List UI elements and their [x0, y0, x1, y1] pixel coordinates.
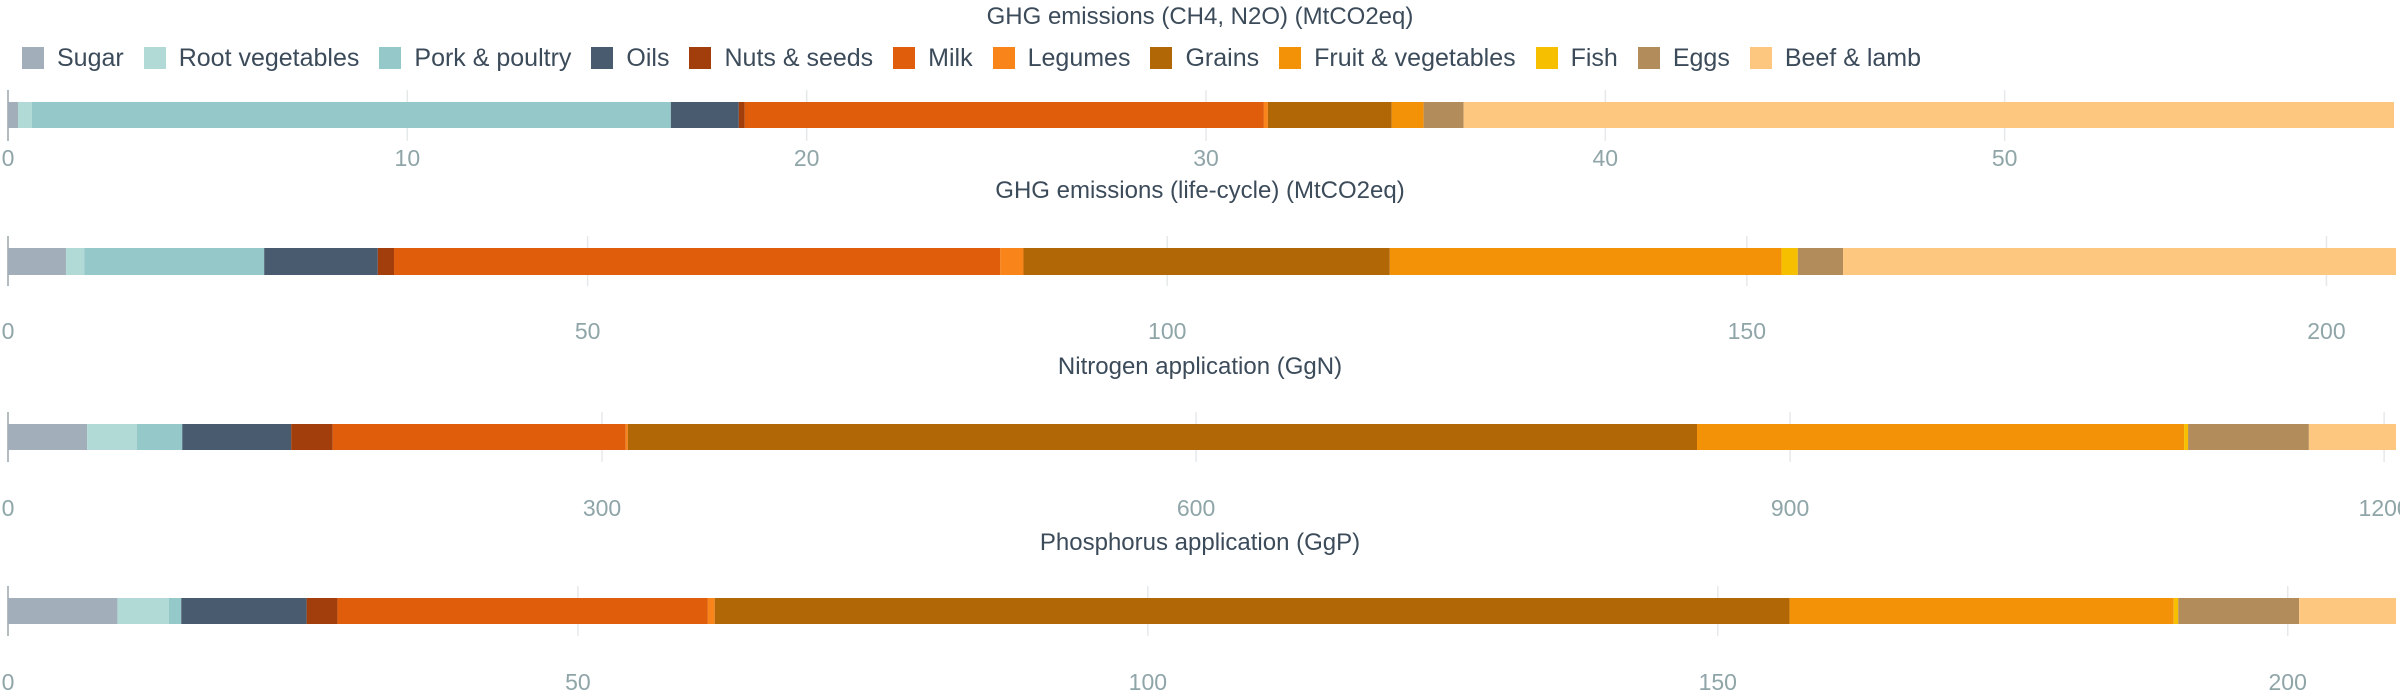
- bar-segment[interactable]: [745, 102, 1264, 128]
- bar-segment[interactable]: [671, 102, 739, 128]
- bar-segment[interactable]: [394, 248, 1000, 275]
- bar-segment[interactable]: [708, 598, 715, 624]
- bar-segment[interactable]: [1790, 598, 2174, 624]
- chart-3: Nitrogen application (GgN) 0 300 600 900 1200: [2, 353, 2400, 521]
- bar-segment[interactable]: [137, 424, 183, 450]
- bar-segment[interactable]: [291, 424, 333, 450]
- tick-label: 1200: [2359, 495, 2400, 521]
- tick-label: 30: [1193, 145, 1219, 171]
- bar-segment[interactable]: [739, 102, 745, 128]
- tick-label: 200: [2269, 669, 2307, 695]
- bar-segment[interactable]: [307, 598, 338, 624]
- bar-segment[interactable]: [87, 424, 137, 450]
- bar-segment[interactable]: [1023, 248, 1389, 275]
- tick-label: 300: [583, 495, 621, 521]
- tick-label: 200: [2307, 318, 2345, 344]
- bar-segment[interactable]: [2309, 424, 2396, 450]
- bar-segment[interactable]: [8, 424, 87, 450]
- bar-segment[interactable]: [2174, 598, 2179, 624]
- bar-segment[interactable]: [85, 248, 265, 275]
- bar-segment[interactable]: [1782, 248, 1798, 275]
- bar-segment[interactable]: [333, 424, 626, 450]
- bar-segment[interactable]: [1264, 102, 1268, 128]
- bar-segment[interactable]: [378, 248, 394, 275]
- bar-segment[interactable]: [1268, 102, 1392, 128]
- bar-segment[interactable]: [1798, 248, 1843, 275]
- bar-segment[interactable]: [182, 424, 291, 450]
- bar-segment[interactable]: [626, 424, 628, 450]
- tick-label: 150: [1728, 318, 1766, 344]
- tick-label: 0: [2, 145, 15, 171]
- bar-segment[interactable]: [337, 598, 707, 624]
- bar-segment[interactable]: [18, 102, 32, 128]
- bar-segment[interactable]: [1000, 248, 1023, 275]
- bar-segment[interactable]: [169, 598, 182, 624]
- tick-label: 40: [1593, 145, 1619, 171]
- bar-segment[interactable]: [1392, 102, 1424, 128]
- tick-label: 50: [575, 318, 601, 344]
- chart-title: GHG emissions (CH4, N2O) (MtCO2eq): [987, 3, 1414, 30]
- chart-title: Phosphorus application (GgP): [1040, 529, 1360, 556]
- bar-segment[interactable]: [8, 248, 66, 275]
- chart-1: GHG emissions (CH4, N2O) (MtCO2eq) 0 10 20 3…: [2, 3, 2394, 171]
- tick-label: 0: [2, 318, 15, 344]
- tick-label: 0: [2, 495, 15, 521]
- tick-label: 20: [794, 145, 820, 171]
- bar-segment[interactable]: [1424, 102, 1464, 128]
- bar-segment[interactable]: [1390, 248, 1782, 275]
- bar-segment[interactable]: [32, 102, 671, 128]
- tick-label: 100: [1148, 318, 1186, 344]
- bar-segment[interactable]: [66, 248, 85, 275]
- tick-label: 100: [1129, 669, 1167, 695]
- bar-segment[interactable]: [8, 102, 18, 128]
- bar-segment[interactable]: [8, 598, 117, 624]
- bar-segment[interactable]: [264, 248, 378, 275]
- tick-label: 50: [1992, 145, 2018, 171]
- tick-label: 900: [1771, 495, 1809, 521]
- bar-segment[interactable]: [628, 424, 1697, 450]
- bar-segment[interactable]: [181, 598, 306, 624]
- bar-segment[interactable]: [117, 598, 168, 624]
- chart-title: GHG emissions (life-cycle) (MtCO2eq): [995, 177, 1404, 204]
- bar-segment[interactable]: [715, 598, 1790, 624]
- chart-2: GHG emissions (life-cycle) (MtCO2eq) 0 50 1…: [2, 177, 2396, 344]
- bar-segment[interactable]: [1697, 424, 2184, 450]
- tick-label: 10: [395, 145, 421, 171]
- bar-segment[interactable]: [2188, 424, 2309, 450]
- tick-label: 600: [1177, 495, 1215, 521]
- bar-segment[interactable]: [2184, 424, 2188, 450]
- tick-label: 150: [1699, 669, 1737, 695]
- bar-segment[interactable]: [1464, 102, 2394, 128]
- bar-segment[interactable]: [2178, 598, 2299, 624]
- tick-label: 50: [565, 669, 591, 695]
- bar-segment[interactable]: [1843, 248, 2396, 275]
- chart-4: Phosphorus application (GgP) 0 50 100 150 200: [2, 529, 2396, 695]
- chart-title: Nitrogen application (GgN): [1058, 353, 1342, 380]
- bar-segment[interactable]: [2299, 598, 2396, 624]
- tick-label: 0: [2, 669, 15, 695]
